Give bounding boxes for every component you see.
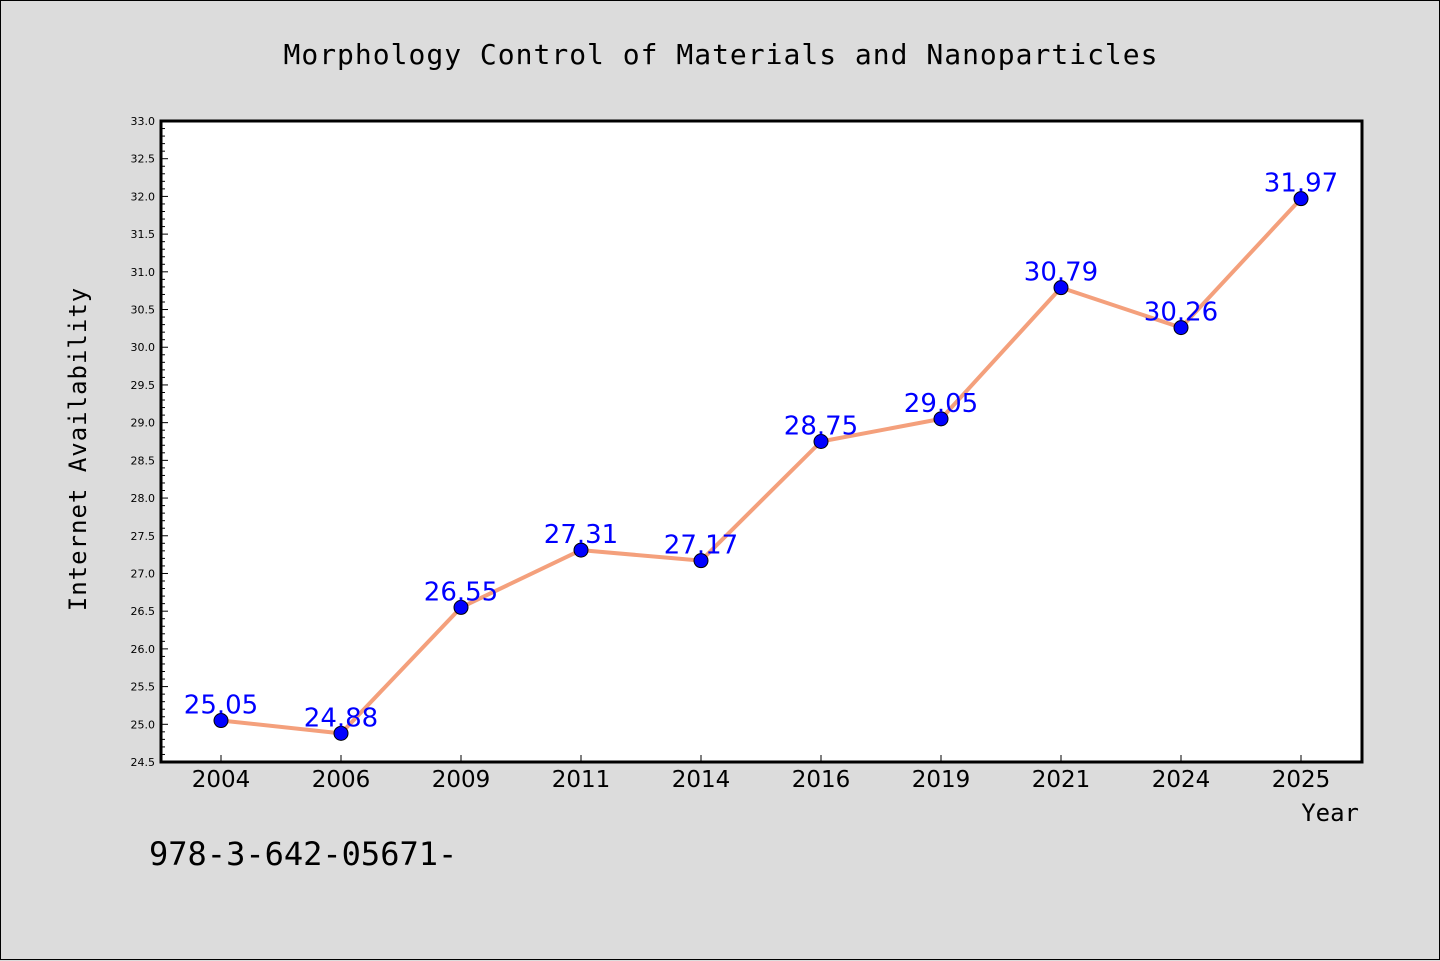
y-tick-label: 33.0 (131, 115, 156, 128)
data-label: 24.88 (304, 703, 378, 733)
y-tick-label: 28.0 (131, 492, 156, 505)
data-label: 28.75 (784, 412, 858, 442)
x-tick-label: 2016 (792, 767, 851, 793)
x-tick-label: 2021 (1032, 767, 1091, 793)
y-tick-label: 27.5 (131, 530, 156, 543)
isbn-annotation: 978-3-642-05671- (149, 835, 457, 873)
y-tick-label: 29.0 (131, 417, 156, 430)
data-point (453, 599, 469, 615)
y-tick-label: 32.5 (131, 153, 156, 166)
data-point (693, 553, 709, 569)
x-axis: 2004 2006 2009 2011 2014 2016 2019 2021 2024 2025 (192, 755, 1331, 793)
data-label: 29.05 (904, 389, 978, 419)
data-point (813, 434, 829, 449)
x-tick-label: 2004 (192, 767, 251, 793)
y-axis-label: Internet Availability (64, 287, 92, 611)
y-tick-label: 28.5 (131, 454, 156, 467)
y-tick-label: 31.5 (131, 228, 156, 241)
y-tick-label: 30.0 (131, 341, 156, 354)
x-tick-label: 2025 (1272, 767, 1331, 793)
y-tick-label: 25.0 (131, 718, 156, 731)
x-tick-label: 2019 (912, 767, 971, 793)
data-label: 30.26 (1144, 298, 1218, 328)
data-points (213, 191, 1309, 741)
y-tick-label: 30.5 (131, 304, 156, 317)
y-tick-label: 26.5 (131, 605, 156, 618)
x-axis-label: Year (1301, 799, 1359, 827)
x-tick-label: 2014 (672, 767, 731, 793)
data-label: 31.97 (1264, 169, 1338, 199)
data-label: 30.79 (1024, 258, 1098, 288)
data-labels: 25.05 24.88 26.55 27.31 27.17 28.75 29.05 30.79… (184, 169, 1338, 734)
y-tick-label: 31.0 (131, 266, 156, 279)
y-tick-label: 29.5 (131, 379, 156, 392)
data-point (333, 725, 349, 741)
x-tick-label: 2009 (432, 767, 491, 793)
data-point (1173, 320, 1189, 336)
y-tick-label: 25.5 (131, 681, 156, 694)
data-label: 27.31 (544, 520, 618, 550)
y-tick-label: 27.0 (131, 567, 156, 580)
data-label: 26.55 (424, 577, 498, 607)
series-line-group (220, 197, 1303, 736)
y-axis: 24.5 25.0 25.5 26.0 26.5 27.0 27.5 28.0 28.5 29.0… (131, 115, 168, 769)
y-tick-label: 24.5 (131, 756, 156, 769)
data-point (573, 542, 589, 558)
data-label: 27.17 (664, 531, 738, 561)
data-point (1053, 280, 1069, 296)
data-point (213, 713, 229, 729)
y-tick-label: 26.0 (131, 643, 156, 656)
y-tick-label: 32.0 (131, 190, 156, 203)
x-tick-label: 2024 (1152, 767, 1211, 793)
data-point (1293, 191, 1309, 207)
series-line (220, 197, 1303, 736)
chart-title: Morphology Control of Materials and Nano… (283, 38, 1158, 71)
data-point (933, 411, 949, 427)
x-tick-label: 2006 (312, 767, 371, 793)
x-tick-label: 2011 (552, 767, 611, 793)
data-label: 25.05 (184, 691, 258, 721)
plot-area (159, 119, 1364, 764)
